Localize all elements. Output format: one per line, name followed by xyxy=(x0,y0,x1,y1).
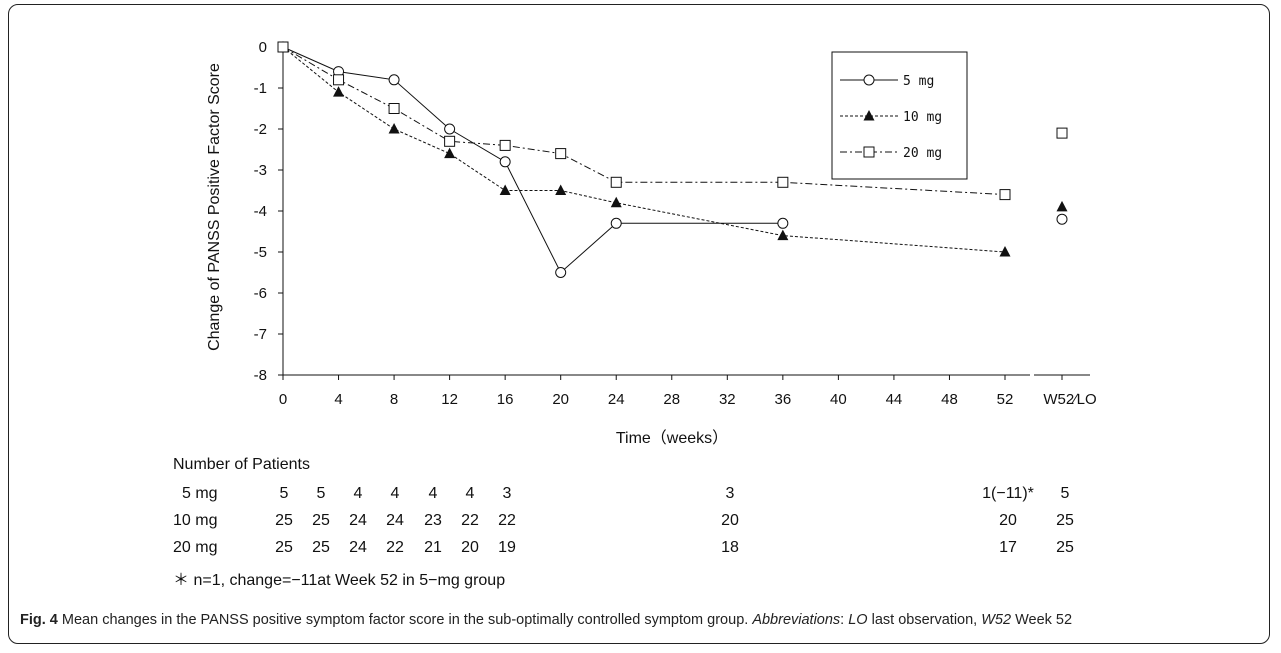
data-point-10-mg xyxy=(777,229,789,241)
legend-box xyxy=(831,51,968,180)
caption-w52-abbr: W52 xyxy=(981,612,1012,628)
caption-label: Fig. 4 xyxy=(20,612,58,628)
data-point-10-mg xyxy=(999,246,1011,257)
data-point-5-mg xyxy=(555,267,567,278)
caption-colon: : xyxy=(840,612,849,628)
data-point-5-mg xyxy=(610,217,622,229)
figure-caption: Fig. 4 Mean changes in the PANSS positiv… xyxy=(20,609,1260,631)
legend-marker-5-mg xyxy=(863,74,875,86)
x-tick-label: 12 xyxy=(441,391,458,408)
data-point-20-mg xyxy=(333,74,345,86)
y-tick-label: 0 xyxy=(259,39,267,56)
data-point-10-mg xyxy=(555,184,567,195)
x-tick-label: 44 xyxy=(886,391,903,408)
x-tick-label: 0 xyxy=(279,391,287,408)
data-point-20-mg xyxy=(499,139,511,151)
data-point-20-mg xyxy=(277,41,289,53)
axes: 0-1-2-3-4-5-6-7-80 4 8 12 16 20 24 28 32 36 40 44 48… xyxy=(254,39,1097,408)
series-line-5-mg xyxy=(282,46,783,274)
line-chart: 0-1-2-3-4-5-6-7-80 4 8 12 16 20 24 28 32 36 40 44 48… xyxy=(206,39,1097,447)
data-point-10-mg xyxy=(499,184,511,195)
series-line-20-mg xyxy=(282,46,1006,196)
data-point-20-mg xyxy=(999,189,1011,201)
x-tick-label: 40 xyxy=(830,391,847,408)
y-tick-label: -2 xyxy=(254,121,267,138)
x-tick-label: 52 xyxy=(997,391,1014,408)
x-tick-label-lo: W52∕LO xyxy=(1043,391,1096,408)
y-tick-label: -3 xyxy=(254,162,267,179)
y-tick-label: -4 xyxy=(254,203,267,220)
data-point-lo-10-mg xyxy=(1056,200,1068,212)
x-tick-label: 36 xyxy=(775,391,792,408)
y-tick-label: -8 xyxy=(254,367,267,384)
data-point-10-mg xyxy=(610,196,622,208)
x-tick-label: 28 xyxy=(663,391,680,408)
series-layer xyxy=(277,41,1068,278)
data-point-20-mg xyxy=(388,103,400,114)
data-point-5-mg xyxy=(499,156,511,168)
data-point-5-mg xyxy=(388,74,400,86)
data-point-lo-5-mg xyxy=(1056,213,1068,225)
x-tick-label: 20 xyxy=(552,391,569,408)
x-tick-label: 8 xyxy=(390,391,398,408)
y-tick-label: -1 xyxy=(254,80,267,97)
legend-label-5-mg: 5 mg xyxy=(903,74,934,89)
data-point-20-mg xyxy=(777,176,789,188)
data-point-20-mg xyxy=(555,148,567,160)
y-tick-label: -5 xyxy=(254,244,267,261)
data-point-10-mg xyxy=(388,123,400,134)
x-tick-label: 32 xyxy=(719,391,736,408)
legend-marker-20-mg xyxy=(863,146,875,158)
y-axis-title: Change of PANSS Positive Factor Score xyxy=(206,63,223,351)
data-point-lo-20-mg xyxy=(1056,127,1068,139)
caption-abbreviations-label: Abbreviations xyxy=(752,612,841,628)
data-point-5-mg xyxy=(777,217,789,229)
caption-w52-text: Week 52 xyxy=(1011,612,1073,628)
legend: 5 mg 10 mg 20 mg xyxy=(831,51,968,180)
x-tick-label: 16 xyxy=(497,391,514,408)
data-point-20-mg xyxy=(444,135,456,147)
x-tick-label: 48 xyxy=(941,391,958,408)
x-axis-title: Time（weeks） xyxy=(616,429,728,447)
legend-label-10-mg: 10 mg xyxy=(903,110,942,125)
x-tick-label: 4 xyxy=(334,391,342,408)
caption-lo-text: last observation, xyxy=(867,612,982,628)
y-tick-label: -7 xyxy=(254,326,267,343)
caption-lo-abbr: LO xyxy=(848,612,868,628)
legend-marker-10-mg xyxy=(863,110,875,121)
data-point-20-mg xyxy=(610,176,622,188)
data-point-5-mg xyxy=(444,123,456,135)
data-point-10-mg xyxy=(444,147,456,159)
y-tick-label: -6 xyxy=(254,285,267,302)
data-point-10-mg xyxy=(333,86,345,97)
x-tick-label: 24 xyxy=(608,391,625,408)
figure-frame xyxy=(8,4,1270,644)
caption-text: Mean changes in the PANSS positive sympt… xyxy=(57,612,753,628)
legend-label-20-mg: 20 mg xyxy=(903,146,942,161)
